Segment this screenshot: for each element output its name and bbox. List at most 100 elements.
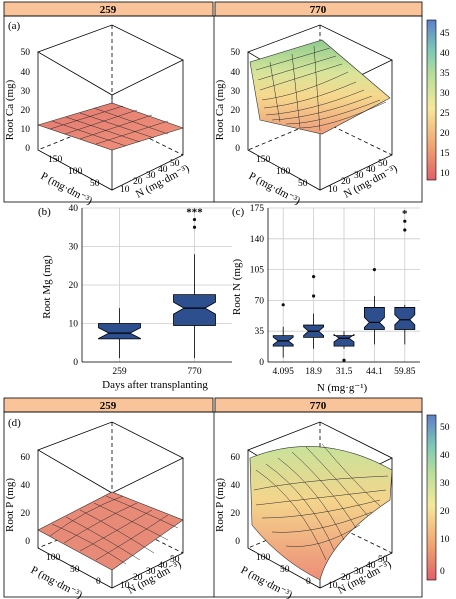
d259-z-tick-40: 40 (21, 481, 31, 491)
a259-n-tick-50: 50 (170, 159, 180, 169)
a259-z-label: Root Ca (mg) (4, 79, 16, 140)
a770-p-tick-100: 100 (276, 167, 291, 177)
a770-z-tick-40: 40 (231, 68, 241, 78)
b-y-tick-3: 30 (69, 243, 79, 253)
c-outlier-1-1 (312, 275, 316, 279)
panel-a-border (3, 15, 423, 203)
d259-z-tick-20: 20 (21, 509, 31, 519)
a259-n-tick-10: 10 (120, 185, 130, 195)
surface-a-259-mesh (37, 102, 184, 151)
a770-n-tick-40: 40 (366, 165, 376, 175)
cb-a-40: 40 (440, 49, 450, 59)
d770-p-tick-0: 0 (306, 577, 311, 587)
b-x-label: Days after transplanting (102, 379, 208, 391)
surface-a-770: 50 40 30 20 10 0 Root Ca (mg) 150 100 50… (214, 24, 400, 207)
d259-p-tick-0: 0 (96, 577, 101, 587)
cb-a-10: 10 (440, 169, 450, 179)
surface-d-259-contours (49, 495, 179, 565)
surface-d-259-mesh (37, 491, 184, 571)
d770-z-tick-40: 40 (231, 481, 241, 491)
c-x-label: N (mg·g⁻¹) (317, 382, 368, 394)
a259-z-tick-50: 50 (21, 48, 31, 58)
c-y-tick-5: 175 (250, 204, 265, 214)
a259-p-tick-50: 50 (90, 179, 100, 189)
a770-p-tick-150: 150 (256, 155, 271, 165)
b-y-tick-0: 0 (73, 358, 78, 368)
panel-c: (c) Root N (mg) 0 35 70 105 140 175 4.095 18.9… (231, 204, 420, 394)
c-x-tick-4: 59.85 (394, 367, 416, 377)
panel-a-letter: (a) (8, 20, 21, 32)
a770-n-tick-20: 20 (341, 177, 351, 187)
cb-a-25: 25 (440, 109, 450, 119)
cb-a-35: 35 (440, 69, 450, 79)
c-x-tick-2: 31.5 (336, 367, 353, 377)
surface-d-770-contours (253, 443, 389, 561)
panel-d: 259 770 (d) 60 40 20 0 Root P (mg) 100 5… (3, 397, 450, 599)
d770-n-tick-20: 20 (341, 573, 351, 583)
c-x-tick-3: 44.1 (366, 367, 383, 377)
cb-a-45: 45 (440, 29, 450, 39)
d770-n-tick-30: 30 (354, 567, 364, 577)
c-y-ticks: 0 35 70 105 140 175 (250, 204, 265, 368)
c-y-tick-1: 35 (255, 327, 265, 337)
b-x-tick-1: 770 (187, 367, 202, 377)
cb-d-0: 0 (440, 567, 445, 577)
c-box-4 (394, 307, 416, 330)
c-box-3 (363, 307, 385, 330)
surface-a-770-contours (255, 45, 387, 132)
a770-z-tick-0: 0 (235, 144, 240, 154)
c-outlier-0-0 (281, 303, 285, 307)
d770-z-tick-60: 60 (231, 453, 241, 463)
cb-d-50: 50 (440, 423, 450, 433)
c-y-tick-3: 105 (250, 266, 265, 276)
a770-z-tick-20: 20 (231, 106, 241, 116)
d770-p-tick-50: 50 (280, 565, 290, 575)
c-outlier-4-0 (403, 228, 407, 232)
c-box-2 (333, 333, 355, 347)
facet-label-a-770: 770 (310, 4, 327, 16)
a259-z-tick-10: 10 (21, 125, 31, 135)
a259-z-tick-30: 30 (21, 87, 31, 97)
a259-p-tick-100: 100 (68, 167, 83, 177)
b-y-ticks: 0 10 20 30 40 (69, 204, 79, 368)
b-box-0 (98, 323, 141, 340)
d259-p-tick-50: 50 (70, 565, 80, 575)
a259-n-tick-20: 20 (133, 177, 143, 187)
d259-p-tick-100: 100 (46, 553, 61, 563)
a259-n-tick-40: 40 (158, 165, 168, 175)
cb-d-40: 40 (440, 451, 450, 461)
a259-z-tick-40: 40 (21, 68, 31, 78)
b-outlier-1-0 (192, 225, 197, 229)
c-y-tick-2: 70 (255, 296, 265, 306)
d770-z-label: Root P (mg) (214, 478, 226, 532)
facet-label-d-770: 770 (310, 400, 327, 412)
colorbar-a: 45 40 35 30 25 20 15 10 (426, 19, 450, 181)
d259-n-tick-30: 30 (146, 567, 156, 577)
a259-z-tick-0: 0 (25, 144, 30, 154)
a770-n-tick-10: 10 (328, 185, 338, 195)
c-y-tick-4: 140 (250, 235, 265, 245)
d259-n-tick-50: 50 (170, 555, 180, 565)
panel-b-letter: (b) (38, 206, 51, 218)
surface-d-770: 60 40 20 0 Root P (mg) 100 50 0 P (mg·dm… (214, 421, 394, 599)
c-plot-area: 4.095 18.9 31.5 44.1 59.85 * (267, 207, 420, 377)
surface-a-259-contours (49, 105, 169, 147)
b-x-tick-0: 259 (112, 367, 127, 377)
facet-label-a-259: 259 (100, 4, 117, 16)
a770-n-tick-50: 50 (378, 159, 388, 169)
cb-a-15: 15 (440, 149, 450, 159)
c-x-tick-1: 18.9 (305, 367, 322, 377)
b-box-1 (173, 294, 216, 326)
c-outlier-4-1 (403, 219, 407, 223)
d770-n-tick-40: 40 (366, 561, 376, 571)
cb-a-30: 30 (440, 89, 450, 99)
b-outlier-1-1 (192, 217, 197, 222)
a259-z-tick-20: 20 (21, 106, 31, 116)
d259-z-tick-60: 60 (21, 453, 31, 463)
b-significance: *** (186, 207, 203, 219)
d259-n-tick-20: 20 (133, 573, 143, 583)
panel-a: 259 770 (a) 50 40 30 20 10 0 Roo (3, 1, 450, 207)
c-y-label: Root N (mg) (231, 259, 243, 316)
panel-d-letter: (d) (8, 417, 21, 429)
a770-z-tick-50: 50 (231, 48, 241, 58)
